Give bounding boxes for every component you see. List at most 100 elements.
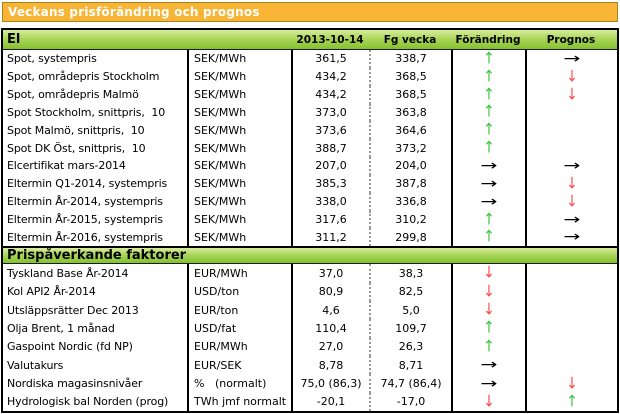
arrow-up-icon: ↑ [566,392,578,412]
unit-cell: TWh jmf normalt [187,392,291,412]
value-previous: 204,0 [369,157,451,175]
report-title: Veckans prisförändring och prognos [8,5,260,19]
arrow-down-icon: ↓ [483,392,495,412]
forecast-arrow-cell [525,300,617,320]
value-current: 373,0 [291,103,369,122]
change-arrow-cell: ↑ [451,210,525,229]
row-label: Spot, systempris [7,52,97,66]
value-current: -20,1 [291,392,369,412]
arrow-down-icon: ↓ [483,282,495,301]
row-label: Tyskland Base År-2014 [7,266,129,280]
column-header-forecast: Prognos [546,33,596,46]
forecast-arrow-cell [525,356,617,375]
value-previous: 368,5 [369,67,451,86]
change-arrow-cell: ↑ [451,85,525,104]
forecast-arrow-cell [525,282,617,301]
value-previous: 368,5 [369,85,451,104]
unit-cell: SEK/MWh [187,121,291,140]
row-label: Eltermin År-2016, systempris [7,230,163,244]
table-row: Nordiska magasinsnivåer % (normalt) 75,0 (… [3,374,617,393]
unit-cell: SEK/MWh [187,139,291,158]
value-previous: 82,5 [369,282,451,301]
change-arrow-cell: ↓ [451,264,525,283]
row-label: Eltermin År-2015, systempris [7,213,163,227]
value-previous: 8,71 [369,356,451,375]
section-title-factors: Prispåverkande faktorer [7,248,187,264]
table-row: Spot Malmö, snittpris, 10 SEK/MWh 373,6 364… [3,121,617,140]
column-header-change: Förändring [455,33,521,46]
forecast-arrow-cell [525,121,617,140]
forecast-arrow-cell: → [525,210,617,229]
arrow-right-icon: → [563,50,581,67]
table-row: Eltermin År-2016, systempris SEK/MWh 311,2… [3,228,617,247]
forecast-arrow-cell: ↓ [525,174,617,193]
table-row: Spot, områdepris Stockholm SEK/MWh 434,2 36… [3,67,617,86]
value-current: 385,3 [291,174,369,193]
arrow-up-icon: ↑ [483,50,495,68]
value-current: 27,0 [291,337,369,356]
unit-cell: EUR/MWh [187,337,291,356]
change-arrow-cell: ↓ [451,392,525,412]
value-current: 434,2 [291,67,369,86]
forecast-arrow-cell [525,319,617,338]
row-label: Eltermin År-2014, systempris [7,195,163,209]
row-label: Nordiska magasinsnivåer [7,377,143,391]
value-current: 207,0 [291,157,369,175]
row-label: Olja Brent, 1 månad [7,321,115,335]
unit-cell: SEK/MWh [187,67,291,86]
unit-cell: EUR/MWh [187,264,291,283]
arrow-up-icon: ↑ [483,228,495,247]
value-previous: 299,8 [369,228,451,247]
row-label: Kol API2 År-2014 [7,285,96,299]
value-previous: 373,2 [369,139,451,158]
report-title-bar: Veckans prisförändring och prognos [2,2,618,22]
row-label: Eltermin Q1-2014, systempris [7,177,168,191]
row-label: Gaspoint Nordic (fd NP) [7,340,133,354]
change-arrow-cell: → [451,192,525,211]
table-row: Olja Brent, 1 månad USD/fat 110,4 109,7 ↑ [3,319,617,338]
forecast-arrow-cell: ↓ [525,374,617,393]
value-current: 361,5 [291,50,369,68]
forecast-arrow-cell: ↓ [525,85,617,104]
arrow-up-icon: ↑ [483,139,495,158]
row-label: Spot DK Öst, snittpris, 10 [7,141,146,155]
table-row: Hydrologisk bal Norden (prog) TWh jmf nor… [3,392,617,412]
section-header-el: El 2013-10-14 Fg vecka Förändring Progno… [3,30,617,50]
forecast-arrow-cell: ↑ [525,392,617,412]
arrow-up-icon: ↑ [483,337,495,356]
value-previous: 364,6 [369,121,451,140]
unit-cell: EUR/SEK [187,356,291,375]
table-row: Spot, systempris SEK/MWh 361,5 338,7 ↑ → [3,50,617,68]
table-row: Elcertifikat mars-2014 SEK/MWh 207,0 204,0 →… [3,157,617,175]
arrow-up-icon: ↑ [483,103,495,122]
unit-cell: SEK/MWh [187,228,291,247]
change-arrow-cell: → [451,174,525,193]
change-arrow-cell: ↑ [451,121,525,140]
unit-cell: USD/ton [187,282,291,301]
arrow-right-icon: → [563,157,581,174]
unit-cell: SEK/MWh [187,192,291,211]
value-previous: 38,3 [369,264,451,283]
unit-cell: SEK/MWh [187,85,291,104]
table-row: Spot DK Öst, snittpris, 10 SEK/MWh 388,7 37… [3,139,617,158]
arrow-up-icon: ↑ [483,85,495,104]
arrow-right-icon: → [480,175,498,192]
value-current: 75,0 (86,3) [291,374,369,393]
value-current: 110,4 [291,319,369,338]
change-arrow-cell: ↑ [451,228,525,247]
arrow-down-icon: ↓ [566,174,578,193]
arrow-up-icon: ↑ [483,210,495,229]
value-current: 434,2 [291,85,369,104]
arrow-down-icon: ↓ [566,192,578,211]
value-current: 311,2 [291,228,369,247]
change-arrow-cell: → [451,356,525,375]
row-label: Valutakurs [7,358,64,372]
table-row: Tyskland Base År-2014 EUR/MWh 37,0 38,3 ↓ [3,264,617,283]
forecast-arrow-cell: → [525,157,617,175]
row-label: Elcertifikat mars-2014 [7,159,126,173]
arrow-down-icon: ↓ [483,300,495,320]
column-header-prev-week: Fg vecka [383,33,437,46]
change-arrow-cell: → [451,374,525,393]
arrow-up-icon: ↑ [483,319,495,338]
